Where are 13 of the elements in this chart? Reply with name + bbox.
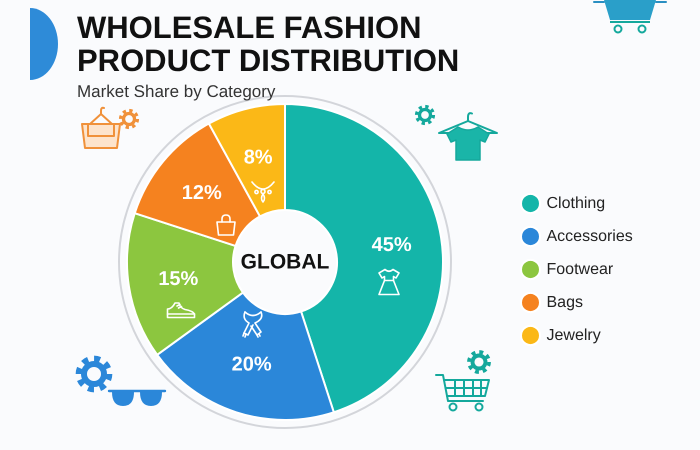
data-label: 12%: [182, 182, 222, 204]
chart-title: WHOLESALE FASHION PRODUCT DISTRIBUTION: [77, 10, 460, 78]
data-label: 45%: [372, 234, 412, 256]
data-label: 20%: [232, 354, 272, 376]
legend-label: Jewelry: [546, 327, 601, 344]
text: GLOBAL: [240, 250, 330, 274]
legend-label: Footwear: [546, 261, 614, 278]
data-label: 15%: [158, 268, 199, 290]
data-label: 8%: [244, 146, 273, 168]
chart-subtitle: Market Share by Category: [77, 82, 276, 101]
legend-label: Clothing: [546, 195, 606, 212]
legend-label: Accessories: [546, 228, 633, 245]
legend-label: Bags: [546, 294, 583, 311]
